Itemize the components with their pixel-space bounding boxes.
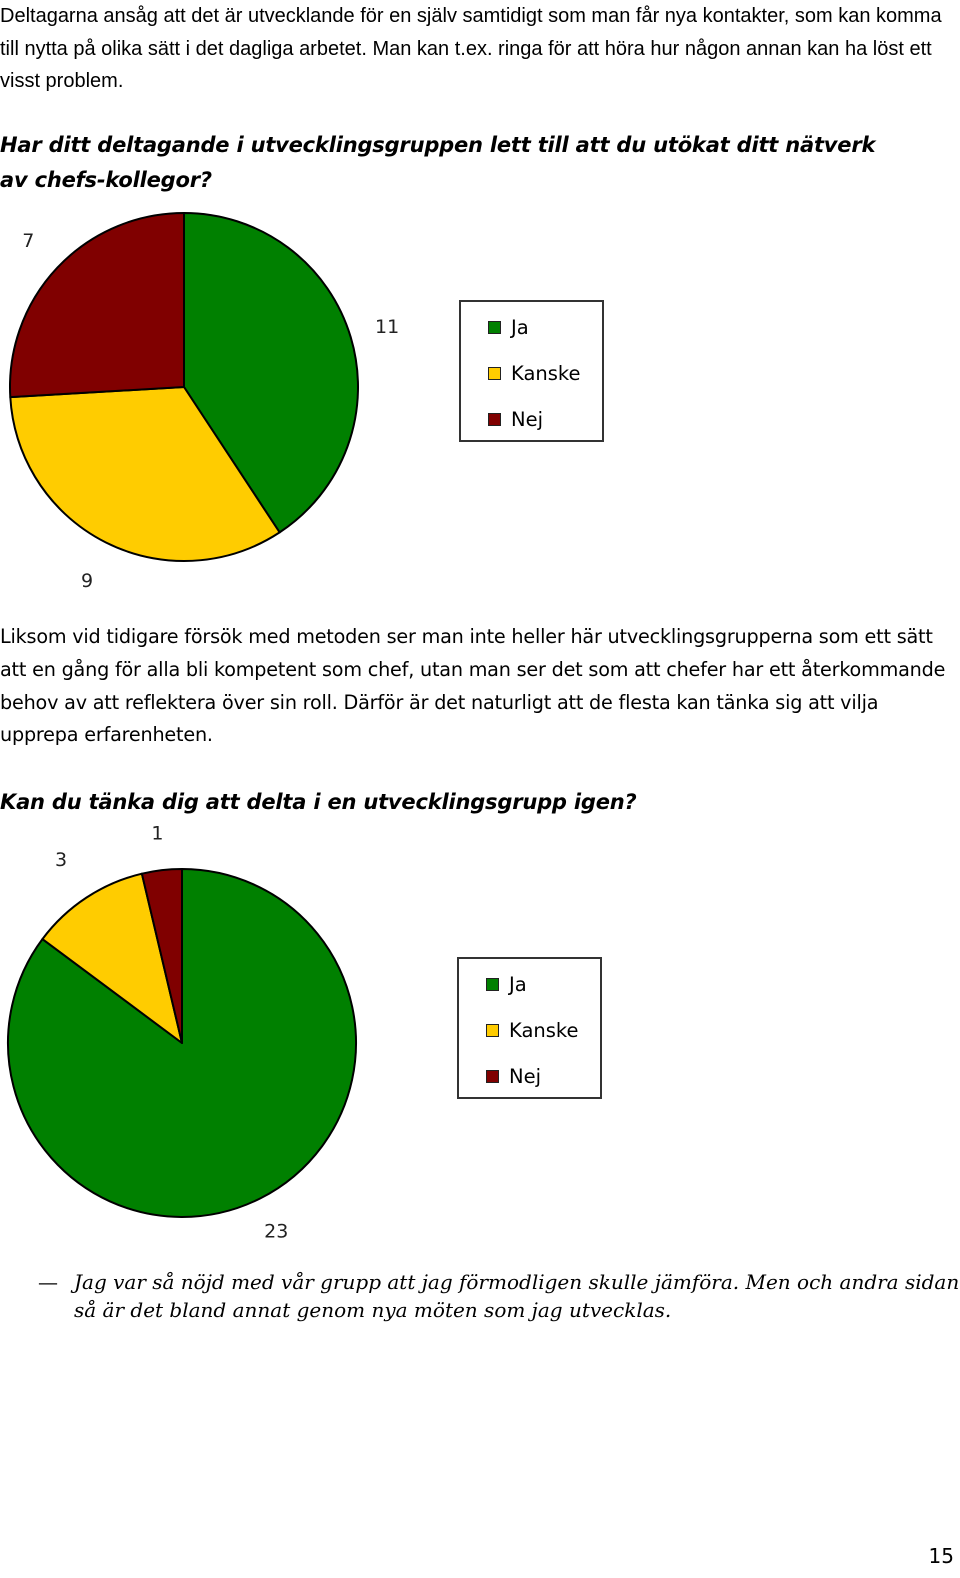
legend-chart-2: Ja Kanske Nej xyxy=(457,957,602,1099)
legend-label-nej: Nej xyxy=(509,1065,542,1088)
middle-paragraph: Liksom vid tidigare försök med metoden s… xyxy=(0,625,946,747)
data-label-ja: 11 xyxy=(375,316,399,338)
legend-swatch-kanske xyxy=(486,1024,499,1037)
question-1-heading: Har ditt deltagande i utvecklingsgruppen… xyxy=(0,133,876,192)
pie-slice-nej xyxy=(9,212,185,399)
pie-chart-again: 23 3 1 xyxy=(7,822,357,1243)
legend-label-ja: Ja xyxy=(511,316,529,339)
data-label-nej: 7 xyxy=(22,230,34,252)
legend-swatch-ja xyxy=(486,978,499,991)
data-label-kanske: 3 xyxy=(55,849,67,871)
data-label-ja: 23 xyxy=(264,1221,288,1243)
quote-dash: — xyxy=(38,1270,58,1294)
legend-label-nej: Nej xyxy=(511,408,544,431)
pie-slice-kanske xyxy=(41,872,183,1044)
legend-swatch-kanske xyxy=(488,367,501,380)
pie-slice-nej xyxy=(140,868,183,1044)
participant-quote: — Jag var så nöjd med vår grupp att jag … xyxy=(38,1268,960,1324)
page-number: 15 xyxy=(928,1544,954,1568)
legend-swatch-ja xyxy=(488,321,501,334)
legend-label-ja: Ja xyxy=(509,973,527,996)
legend-swatch-nej xyxy=(488,413,501,426)
legend-label-kanske: Kanske xyxy=(509,1019,579,1042)
legend-label-kanske: Kanske xyxy=(511,362,581,385)
legend-chart-1: Ja Kanske Nej xyxy=(459,300,604,442)
legend-swatch-nej xyxy=(486,1070,499,1083)
question-2-heading: Kan du tänka dig att delta i en utveckli… xyxy=(0,790,637,814)
data-label-nej: 1 xyxy=(151,822,163,844)
quote-text: Jag var så nöjd med vår grupp att jag fö… xyxy=(74,1270,960,1322)
pie-slice-kanske xyxy=(9,386,281,562)
intro-paragraph: Deltagarna ansåg att det är utvecklande … xyxy=(0,5,942,92)
data-label-kanske: 9 xyxy=(81,570,93,592)
pie-chart-network: 11 9 7 xyxy=(9,212,399,592)
